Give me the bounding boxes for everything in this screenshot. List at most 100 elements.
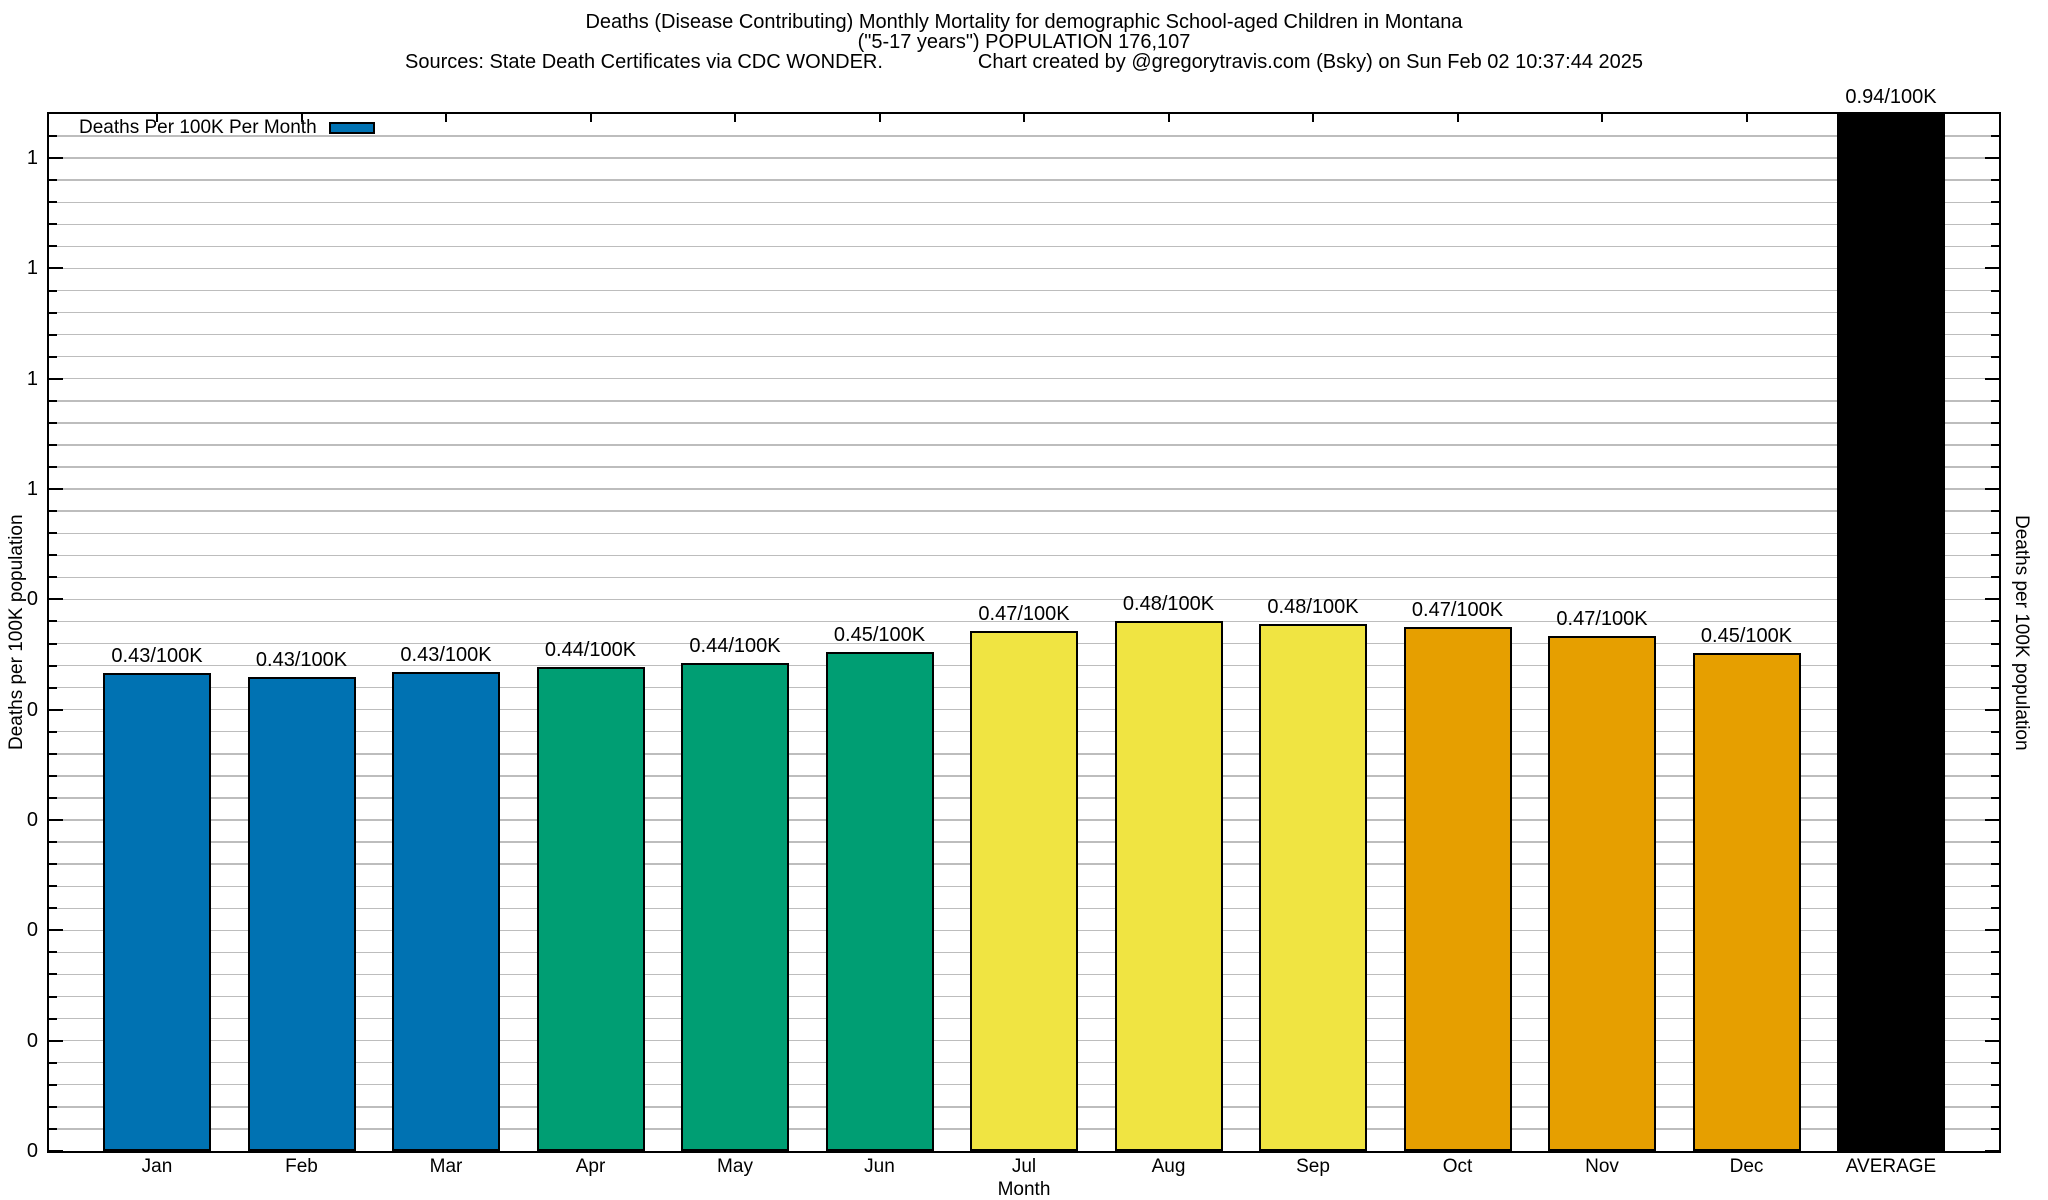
x-axis-label: Month: [997, 1179, 1051, 1200]
x-tick-top: [1745, 114, 1748, 122]
y-tick-left: [49, 488, 63, 491]
bar-value-label: 0.45/100K: [833, 624, 926, 647]
y-tick-left: [49, 1105, 57, 1108]
y-tick-label: 1: [26, 147, 38, 170]
plot-area: Deaths Per 100K Per Month 0.43/100K 0.43/…: [47, 86, 2001, 1153]
y-tick-right: [1991, 399, 1999, 402]
y-tick-right: [1991, 289, 1999, 292]
y-tick-right: [1991, 510, 1999, 513]
y-tick-right: [1991, 885, 1999, 888]
y-tick-left: [49, 598, 63, 601]
legend-label: Deaths Per 100K Per Month: [79, 117, 317, 138]
y-tick-left: [49, 179, 57, 182]
y-tick-left: [49, 157, 63, 160]
bar-may: [681, 663, 789, 1151]
chart-title-line2: ("5-17 years") POPULATION 176,107: [857, 31, 1191, 53]
y-tick-right: [1991, 951, 1999, 954]
chart-title-line1: Deaths (Disease Contributing) Monthly Mo…: [585, 11, 1463, 33]
y-tick-left: [49, 620, 57, 623]
y-tick-right: [1991, 201, 1999, 204]
y-tick-left: [49, 333, 57, 336]
y-tick-right: [1991, 532, 1999, 535]
gridline: [49, 311, 1999, 314]
y-tick-left: [49, 532, 57, 535]
y-tick-left: [49, 355, 57, 358]
x-tick-label-nov: Nov: [1585, 1156, 1619, 1177]
x-tick-label-oct: Oct: [1442, 1156, 1473, 1177]
x-tick-top: [1601, 114, 1603, 122]
x-tick-label-feb: Feb: [285, 1156, 318, 1177]
y-tick-left: [49, 907, 57, 910]
x-tick-top: [300, 114, 303, 122]
y-tick-left: [49, 267, 63, 270]
y-tick-right: [1991, 620, 1999, 623]
y-tick-left: [49, 223, 57, 226]
y-tick-label: 1: [26, 478, 38, 501]
bar-dec: [1692, 653, 1801, 1151]
bar-sep: [1259, 623, 1367, 1151]
gridline: [49, 378, 1999, 380]
y-tick-left: [49, 289, 57, 292]
chart-credit: Chart created by @gregorytravis.com (Bsk…: [977, 51, 1643, 73]
y-axis-label-right: Deaths per 100K population: [2011, 514, 2032, 751]
y-tick-left: [49, 576, 57, 579]
y-tick-right: [1991, 576, 1999, 579]
bar-value-label: 0.47/100K: [1556, 607, 1648, 630]
x-tick-label-mar: Mar: [429, 1156, 463, 1177]
chart-sources: Sources: State Death Certificates via CD…: [404, 51, 883, 73]
y-tick-left: [49, 841, 57, 844]
y-tick-right: [1985, 488, 1999, 491]
y-tick-left: [49, 245, 57, 248]
y-tick-label: 0: [26, 698, 38, 721]
y-tick-left: [49, 664, 57, 667]
y-tick-left: [49, 995, 57, 998]
gridline: [49, 267, 1999, 270]
y-tick-right: [1991, 333, 1999, 336]
y-tick-label: 0: [26, 919, 38, 942]
x-tick-label-aug: Aug: [1151, 1156, 1186, 1177]
y-tick-left: [49, 774, 57, 777]
x-tick-top: [734, 114, 736, 122]
y-tick-left: [49, 466, 57, 469]
y-tick-right: [1991, 135, 1999, 138]
y-tick-left: [49, 1083, 57, 1086]
x-tick-top: [1312, 114, 1314, 122]
gridline: [49, 400, 1999, 402]
y-tick-label: 1: [26, 367, 38, 390]
bar-value-label: 0.48/100K: [1122, 593, 1215, 616]
y-tick-left: [49, 973, 57, 976]
y-tick-left: [49, 554, 57, 557]
bar-feb: [247, 676, 356, 1151]
y-tick-left: [49, 1061, 57, 1064]
y-tick-right: [1985, 598, 1999, 601]
y-tick-left: [49, 819, 63, 822]
gridline: [49, 157, 1999, 159]
y-tick-left: [49, 421, 57, 424]
legend: Deaths Per 100K Per Month: [79, 118, 375, 138]
y-tick-left: [49, 377, 63, 380]
y-tick-right: [1985, 819, 1999, 822]
bar-oct: [1403, 626, 1512, 1151]
y-tick-right: [1991, 995, 1999, 998]
y-tick-right: [1985, 929, 1999, 932]
bar-value-label: 0.44/100K: [544, 638, 637, 661]
y-tick-left: [49, 708, 63, 711]
x-tick-top: [156, 114, 158, 122]
gridline: [49, 598, 1999, 601]
gridline: [49, 356, 1999, 358]
y-tick-left: [49, 1127, 57, 1130]
y-tick-right: [1991, 1105, 1999, 1108]
x-tick-label-apr: Apr: [575, 1156, 606, 1177]
y-tick-right: [1991, 664, 1999, 667]
gridline: [49, 179, 1999, 181]
y-tick-right: [1991, 686, 1999, 689]
y-tick-label: 0: [26, 809, 38, 832]
y-tick-left: [49, 1039, 63, 1042]
bar-value-label: 0.43/100K: [111, 645, 203, 668]
x-tick-top: [445, 114, 447, 122]
gridline: [49, 135, 1999, 137]
y-tick-left: [49, 443, 57, 446]
bar-value-label: 0.48/100K: [1267, 595, 1359, 618]
y-tick-label: 0: [26, 1140, 38, 1162]
bar-value-label: 0.43/100K: [255, 648, 348, 671]
